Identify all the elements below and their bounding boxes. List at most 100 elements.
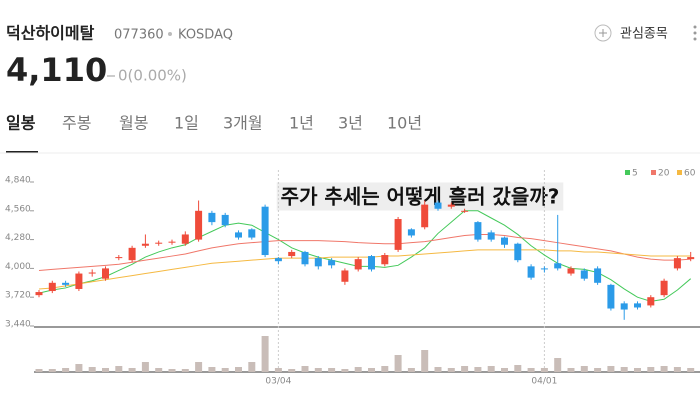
volume-bar — [461, 366, 469, 372]
legend-label: 20 — [658, 169, 670, 179]
volume-bar — [673, 367, 681, 372]
candle-body — [35, 292, 43, 296]
candle-body — [634, 303, 641, 308]
tab[interactable]: 3개월 — [223, 114, 263, 133]
volume-bar — [195, 362, 203, 372]
candle-body — [647, 297, 655, 306]
volume-bar — [235, 367, 242, 372]
volume-bar — [580, 366, 588, 372]
volume-bar — [248, 362, 256, 372]
candle-body — [687, 257, 695, 260]
volume-bar — [115, 366, 123, 372]
candle-body — [487, 232, 495, 240]
candle-body — [314, 258, 322, 267]
x-tick-label: 04/01 — [531, 377, 557, 387]
stock-code: 077360 — [114, 28, 164, 43]
volume-bar — [274, 368, 282, 372]
candle-body — [620, 303, 628, 310]
tab[interactable]: 1일 — [174, 114, 199, 133]
y-tick-label: 4,560 — [5, 204, 31, 214]
candle-body — [75, 273, 83, 289]
candle-body — [673, 258, 681, 269]
y-tick-label: 4,280 — [5, 233, 31, 243]
candle-body — [102, 268, 109, 279]
candle-body — [248, 229, 256, 238]
tab[interactable]: 일봉 — [6, 114, 36, 133]
candle-body — [128, 247, 136, 261]
overlay-background — [276, 182, 564, 211]
candle-body — [580, 270, 588, 279]
watch-button[interactable]: 관심종목 — [594, 24, 668, 42]
candle-body — [48, 282, 56, 292]
more-icon[interactable] — [693, 25, 697, 41]
tab[interactable]: 월봉 — [119, 114, 148, 133]
separator — [168, 32, 172, 36]
volume-bar — [634, 368, 641, 372]
candle-body — [660, 280, 668, 296]
legend-swatch — [625, 170, 630, 175]
moving-average-line — [38, 210, 692, 302]
volume-bar — [88, 367, 96, 372]
volume-bar — [540, 368, 548, 372]
volume-bar — [394, 355, 402, 372]
legend-label: 5 — [632, 169, 638, 179]
volume-bar — [487, 366, 495, 372]
tabs: 일봉 주봉 월봉 1일 3개월 1년 3년 10년 — [6, 114, 422, 133]
volume-bar — [354, 367, 362, 372]
candle-body — [447, 204, 455, 207]
volume-bar — [328, 368, 336, 372]
candle-body — [594, 268, 602, 283]
candle-body — [607, 284, 615, 309]
volume-bar — [102, 368, 109, 372]
tab[interactable]: 3년 — [338, 114, 363, 133]
candle-body — [434, 202, 442, 209]
tab[interactable]: 1년 — [289, 114, 314, 133]
volume-bar — [434, 367, 442, 372]
volume-bar — [501, 368, 508, 372]
candle-body — [181, 234, 189, 244]
x-tick-label: 03/04 — [265, 377, 291, 387]
candle-body — [501, 237, 508, 245]
y-tick-label: 3,720 — [5, 291, 31, 301]
volume-bar — [141, 362, 149, 372]
candle-body — [62, 282, 70, 285]
volume-bar — [474, 367, 482, 372]
moving-average-line — [38, 233, 691, 271]
volume-bar — [221, 368, 229, 372]
plus-icon — [594, 24, 612, 42]
volume-bar — [128, 368, 136, 372]
candle-body — [88, 272, 96, 274]
volume-bar — [594, 368, 602, 372]
candle-body — [168, 241, 176, 243]
volume-bar — [314, 368, 322, 372]
y-tick-label: 4,840 — [5, 176, 31, 186]
legend-swatch — [677, 170, 682, 175]
volume-bar — [527, 368, 535, 372]
candle-body — [341, 270, 349, 282]
volume-bar — [288, 369, 296, 372]
candle-body — [567, 268, 575, 274]
candle-body — [288, 251, 296, 257]
volume-bar — [607, 366, 615, 372]
candle-body — [221, 214, 229, 226]
candle-body — [407, 229, 415, 236]
candle-body — [394, 219, 402, 250]
tab[interactable]: 10년 — [387, 114, 422, 133]
volume-bar — [687, 368, 695, 372]
volume-bar — [48, 369, 56, 372]
overlay-title: 주가 추세는 어떻게 흘러 갔을까? — [281, 185, 560, 209]
plus-icon — [599, 29, 607, 37]
volume-bar — [261, 336, 269, 372]
watch-label[interactable]: 관심종목 — [620, 27, 668, 42]
moving-average-line — [38, 249, 691, 290]
legend-label: 60 — [684, 169, 696, 179]
candle-body — [474, 222, 482, 240]
volume-bar — [554, 358, 562, 372]
volume-bar — [208, 367, 216, 372]
change: 0(0.00%) — [118, 67, 187, 85]
candle-body — [514, 243, 522, 261]
candle-body — [354, 259, 362, 270]
tab[interactable]: 주봉 — [62, 114, 91, 133]
y-tick-label: 3,440 — [5, 320, 31, 330]
